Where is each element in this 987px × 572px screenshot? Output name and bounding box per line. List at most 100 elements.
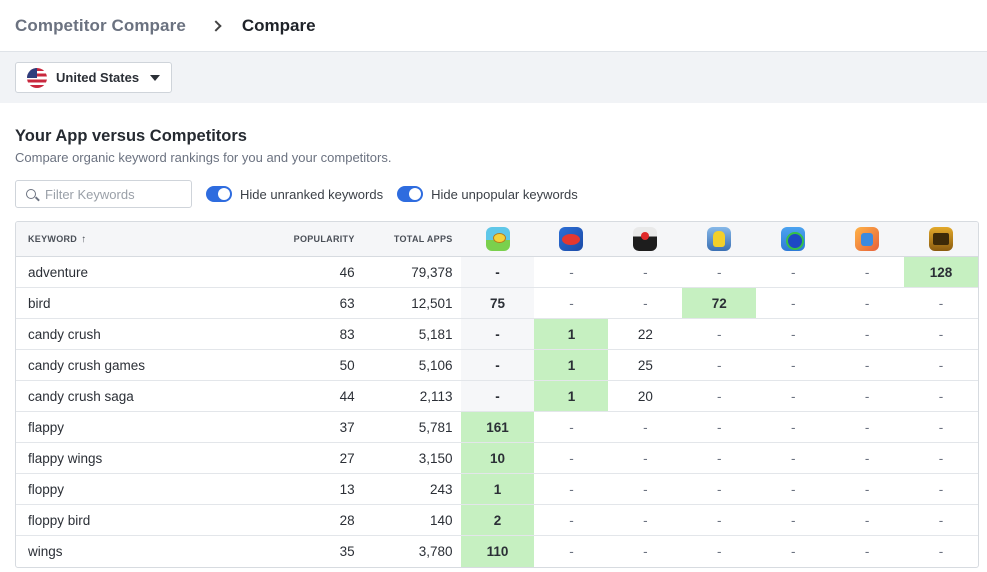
app-column-header-2[interactable] — [534, 222, 608, 256]
popularity-cell: 35 — [339, 544, 355, 559]
rank-cell: 128 — [904, 257, 978, 287]
keyword-cell: floppy — [28, 481, 65, 497]
rank-cell: 110 — [460, 536, 535, 567]
compare-section: Your App versus Competitors Compare orga… — [0, 103, 987, 208]
rank-cell: 72 — [682, 288, 757, 318]
total-apps-cell: 79,378 — [411, 264, 453, 280]
rank-cell: - — [643, 419, 648, 435]
rank-cell: - — [643, 450, 648, 466]
table-row: candy crush saga 44 2,113-1 20- - - - — [16, 381, 978, 412]
table-header-row: KEYWORD ↑ POPULARITY TOTAL APPS — [16, 222, 978, 257]
chevron-right-icon — [210, 19, 222, 32]
total-apps-cell: 5,181 — [418, 326, 453, 342]
subway-surfers-icon[interactable] — [855, 227, 880, 251]
rank-cell: - — [864, 357, 870, 373]
rank-cell: 20 — [637, 388, 653, 404]
sort-ascending-icon: ↑ — [81, 233, 87, 245]
rank-cell: - — [790, 512, 796, 528]
rank-cell: - — [460, 381, 535, 411]
rank-cell: - — [643, 512, 648, 528]
rank-cell: - — [643, 295, 648, 311]
rank-cell: 161 — [460, 412, 535, 442]
rank-cell: - — [790, 544, 796, 559]
rank-cell: - — [864, 544, 870, 559]
rank-cell: - — [569, 264, 574, 280]
search-box — [15, 180, 192, 208]
keyword-cell: adventure — [28, 264, 89, 280]
table-row: wings 35 3,780 110 - - - - - - — [16, 536, 978, 567]
rank-cell: - — [790, 264, 796, 280]
red-bird-game-icon[interactable] — [559, 227, 584, 251]
rank-cell: - — [717, 419, 722, 435]
app-column-header-6[interactable] — [830, 222, 904, 256]
rank-cell: - — [790, 326, 796, 342]
rank-cell: 25 — [637, 357, 653, 373]
rank-cell: - — [938, 295, 944, 311]
rank-cell: - — [864, 512, 870, 528]
total-apps-cell: 2,113 — [419, 388, 453, 404]
popularity-cell: 46 — [339, 264, 355, 280]
total-apps-cell: 140 — [430, 512, 453, 528]
total-apps-cell: 12,501 — [411, 295, 453, 311]
rank-cell: - — [717, 388, 722, 404]
table-row: adventure 46 79,378- - - - - -128 — [16, 257, 978, 288]
temple-run-icon[interactable] — [929, 227, 954, 251]
app-column-header-1[interactable] — [460, 222, 535, 256]
rank-cell: - — [938, 388, 944, 404]
minion-runner-icon[interactable] — [707, 227, 732, 251]
flappy-bird-icon[interactable] — [485, 227, 510, 251]
table-row: floppy 13 243 1 - - - - - - — [16, 474, 978, 505]
toggle-unranked[interactable] — [206, 186, 232, 202]
rank-cell: - — [938, 357, 944, 373]
keyword-header-label: KEYWORD — [28, 234, 78, 244]
us-flag-icon — [27, 67, 47, 88]
toggle-unranked-label: Hide unranked keywords — [240, 186, 384, 202]
rank-cell: - — [938, 481, 944, 497]
black-red-button-icon[interactable] — [633, 227, 658, 251]
rank-cell: - — [864, 264, 870, 280]
app-column-header-3[interactable] — [608, 222, 682, 256]
filter-keywords-input[interactable] — [45, 186, 185, 202]
rank-cell: - — [569, 512, 574, 528]
rank-cell: - — [569, 450, 574, 466]
keyword-column-header[interactable]: KEYWORD ↑ — [16, 222, 283, 256]
rank-cell: - — [864, 295, 870, 311]
rank-cell: - — [460, 319, 535, 349]
table-row: bird 63 12,501 75 - - 72 - - - — [16, 288, 978, 319]
app-column-header-7[interactable] — [904, 222, 978, 256]
rank-cell: - — [717, 544, 722, 559]
rank-cell: - — [938, 326, 944, 342]
total-apps-column-header[interactable]: TOTAL APPS — [393, 234, 453, 244]
total-apps-cell: 243 — [430, 481, 453, 497]
app-column-header-4[interactable] — [682, 222, 756, 256]
breadcrumb-root-link[interactable]: Competitor Compare — [15, 15, 186, 35]
keyword-cell: bird — [28, 295, 51, 311]
popularity-column-header[interactable]: POPULARITY — [293, 234, 355, 244]
toggle-unpopular-group: Hide unpopular keywords — [397, 186, 578, 202]
rank-cell: 1 — [460, 474, 535, 504]
total-apps-cell: 5,781 — [418, 419, 453, 435]
rank-cell: 1 — [534, 319, 609, 349]
rank-cell: - — [717, 357, 722, 373]
rank-cell: - — [569, 295, 574, 311]
top-bar: Competitor Compare Compare — [0, 0, 987, 52]
popularity-cell: 44 — [339, 388, 355, 404]
keyword-cell: candy crush saga — [28, 388, 134, 404]
controls-row: Hide unranked keywords Hide unpopular ke… — [15, 180, 987, 208]
rank-cell: - — [717, 512, 722, 528]
country-dropdown[interactable]: United States — [15, 62, 173, 93]
rank-cell: 1 — [534, 381, 609, 411]
popularity-cell: 28 — [339, 512, 355, 528]
keyword-cell: flappy wings — [28, 450, 103, 466]
search-icon — [26, 189, 36, 199]
caret-down-icon — [150, 74, 161, 81]
rank-cell: - — [864, 481, 870, 497]
rank-cell: - — [790, 450, 796, 466]
table-row: flappy 37 5,781 161 - - - - - - — [16, 412, 978, 443]
rank-cell: - — [790, 419, 796, 435]
app-column-header-5[interactable] — [756, 222, 830, 256]
sonic-icon[interactable] — [781, 227, 806, 251]
toggle-unpopular[interactable] — [397, 186, 424, 202]
rank-cell: - — [643, 481, 648, 497]
filter-bar: United States — [0, 52, 987, 103]
